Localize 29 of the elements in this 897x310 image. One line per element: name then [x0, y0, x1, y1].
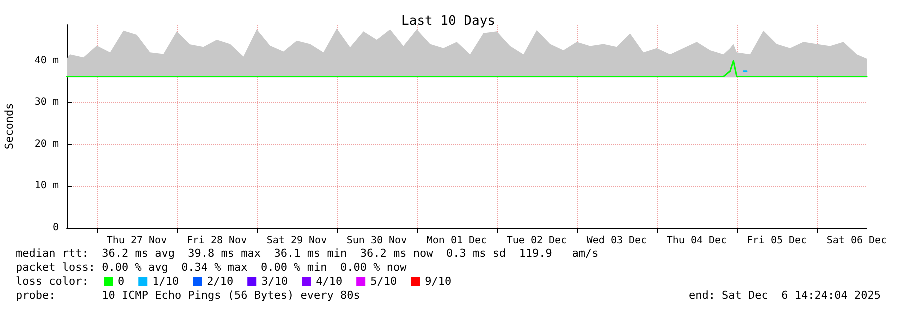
x-tick-label: Tue 02 Dec: [506, 236, 568, 246]
text: packet loss: 0.00 % avg 0.34 % max 0.00 % min 0.00 % now: [16, 261, 408, 274]
text: end: Sat Dec 6 14:24:04 2025: [688, 289, 882, 302]
x-tick-label: Sun 30 Nov: [346, 236, 408, 246]
y-tick-label: 0: [52, 222, 59, 234]
text: probe: 10 ICMP Echo Pings (56 Bytes) every 80s: [16, 289, 360, 302]
x-tick-label: Sat 29 Nov: [266, 236, 328, 246]
legend-label: 2/10: [207, 275, 234, 288]
legend-title: loss color:: [16, 275, 89, 288]
text: median rtt: 36.2 ms avg 39.8 ms max 36.1 ms min 36.2 ms now 0.3 ms sd 119.9 am/s: [16, 247, 599, 260]
y-tick-label: 10 m: [34, 180, 59, 192]
chart-title: Last 10 Days: [402, 14, 496, 29]
legend-label: 9/10: [425, 275, 452, 288]
y-axis-title: Seconds: [3, 103, 16, 150]
x-tick-label: Fri 28 Nov: [186, 236, 248, 246]
x-tick-label: Thu 27 Nov: [106, 236, 168, 246]
y-tick-label: 20 m: [34, 138, 59, 150]
legend-label: 1/10: [152, 275, 180, 288]
y-tick-label: 30 m: [34, 97, 59, 108]
legend-label: 3/10: [262, 275, 288, 288]
legend-label: 0: [118, 275, 125, 288]
y-tick-label: 40 m: [34, 55, 59, 66]
x-tick-label: Mon 01 Dec: [426, 236, 488, 246]
x-tick-label: Thu 04 Dec: [666, 236, 728, 246]
legend-label: 4/10: [316, 275, 343, 288]
x-tick-label: Sat 06 Dec: [826, 236, 888, 246]
x-tick-label: Wed 03 Dec: [586, 236, 648, 246]
legend-label: 5/10: [370, 275, 398, 288]
x-tick-label: Fri 05 Dec: [746, 236, 808, 246]
